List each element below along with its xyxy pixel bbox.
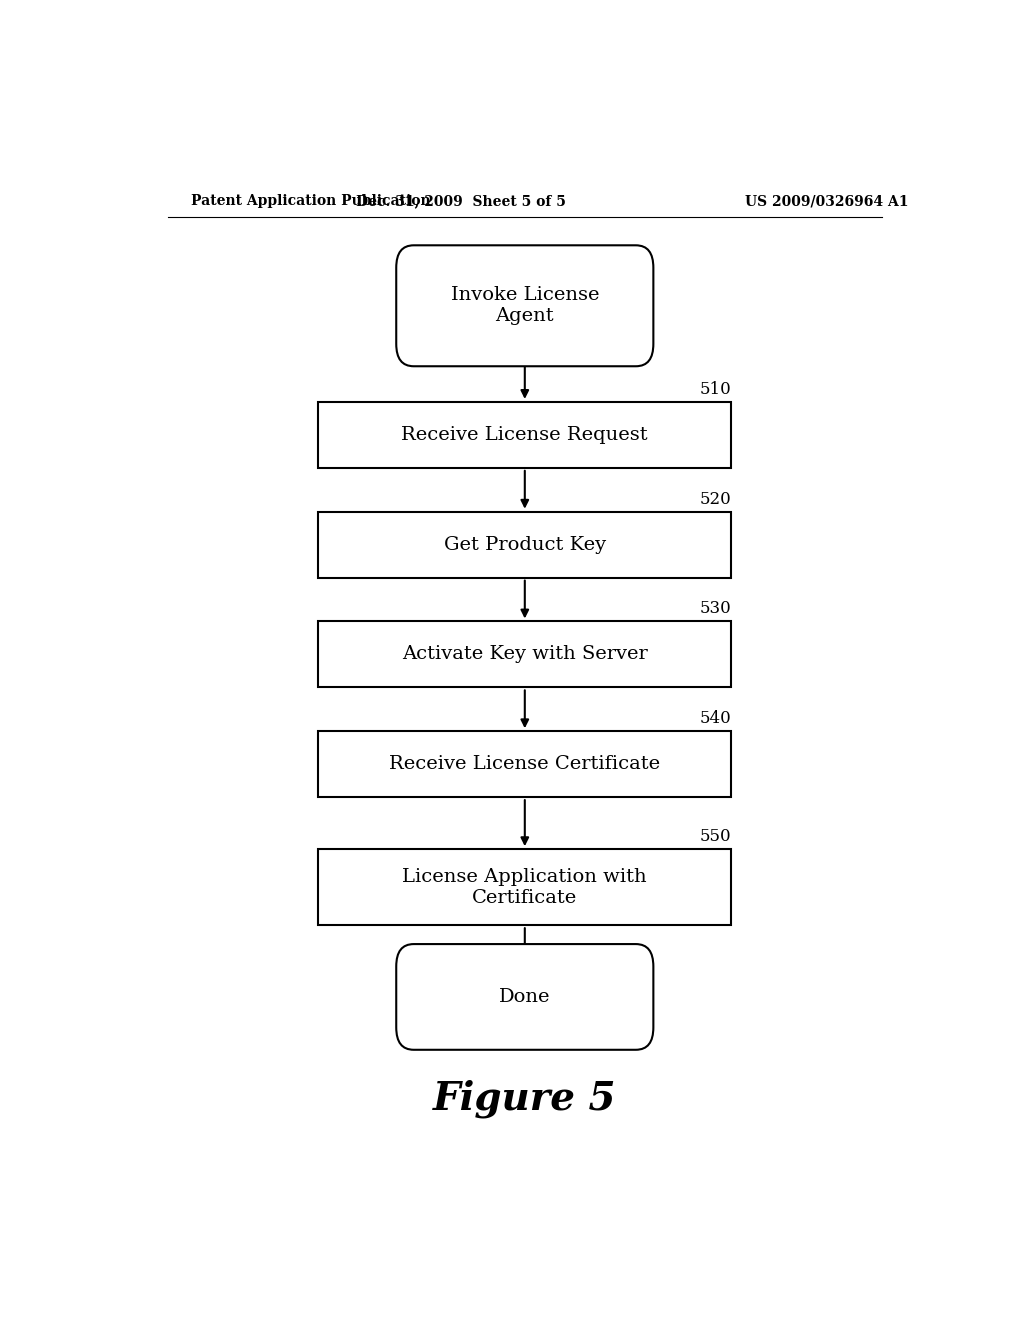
Text: 510: 510 [699,380,731,397]
Text: 530: 530 [699,601,731,618]
Text: Get Product Key: Get Product Key [443,536,606,553]
FancyBboxPatch shape [318,512,731,578]
Text: License Application with
Certificate: License Application with Certificate [402,867,647,907]
Text: Invoke License
Agent: Invoke License Agent [451,286,599,325]
FancyBboxPatch shape [396,246,653,366]
Text: Patent Application Publication: Patent Application Publication [191,194,431,209]
FancyBboxPatch shape [318,401,731,467]
Text: Done: Done [499,987,551,1006]
Text: Activate Key with Server: Activate Key with Server [402,645,647,664]
Text: Dec. 31, 2009  Sheet 5 of 5: Dec. 31, 2009 Sheet 5 of 5 [356,194,566,209]
Text: US 2009/0326964 A1: US 2009/0326964 A1 [744,194,908,209]
Text: Figure 5: Figure 5 [433,1080,616,1118]
Text: 520: 520 [699,491,731,507]
FancyBboxPatch shape [318,849,731,925]
Text: Receive License Certificate: Receive License Certificate [389,755,660,774]
FancyBboxPatch shape [318,731,731,797]
FancyBboxPatch shape [318,622,731,688]
FancyBboxPatch shape [396,944,653,1049]
Text: Receive License Request: Receive License Request [401,426,648,444]
Text: 550: 550 [699,828,731,845]
Text: 540: 540 [699,710,731,727]
